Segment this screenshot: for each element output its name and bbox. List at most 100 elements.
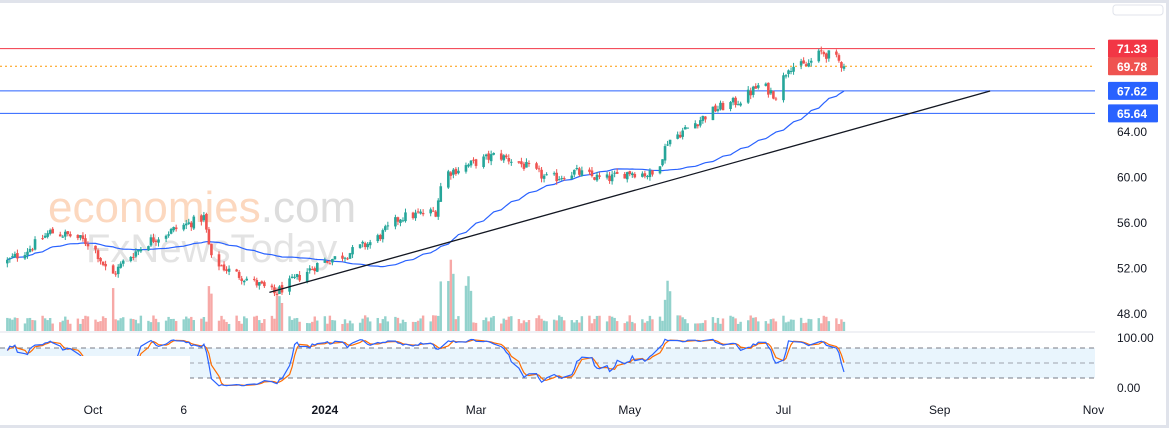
candle-body [305, 271, 309, 282]
candle-body [754, 86, 758, 89]
candle-body [399, 219, 402, 223]
candle-body [200, 215, 203, 222]
time-tick-label: Mar [466, 403, 487, 417]
trendline-line[interactable] [269, 90, 991, 294]
volume-bar [719, 323, 722, 331]
candle-body [661, 159, 664, 166]
volume-bar [623, 323, 626, 331]
candle-body [668, 139, 672, 145]
right-border [1166, 0, 1169, 428]
volume-bar [747, 320, 750, 331]
candle-body [242, 280, 246, 283]
candle-body [825, 53, 828, 59]
volume-bar [253, 316, 256, 331]
candle-body [643, 173, 647, 177]
volume-bar [699, 323, 702, 331]
volume-bar [237, 321, 241, 331]
time-axis[interactable]: Oct 6 2024 Mar May Jul Sep Nov [84, 403, 1104, 417]
candle-body [381, 230, 385, 240]
candle-body [729, 102, 732, 110]
candle-body [784, 75, 788, 77]
volume-bar [346, 323, 349, 331]
price-tick-label: 60.00 [1117, 171, 1147, 185]
candle-body [588, 169, 591, 172]
candle-body [663, 146, 667, 161]
time-tick-label: 6 [180, 403, 187, 417]
volume-bar [361, 318, 364, 331]
candle-body [315, 262, 319, 272]
time-tick-label: Nov [1083, 403, 1104, 417]
horizontal-levels[interactable] [0, 48, 1095, 114]
candle-body [736, 104, 740, 106]
volume-bar [381, 319, 384, 331]
candle-body [590, 170, 594, 177]
volume-bar [328, 315, 332, 331]
volume-bar [46, 320, 49, 331]
candle-body [573, 169, 576, 175]
volume-bar [202, 317, 206, 331]
candle-body [202, 215, 206, 221]
volume-bar [820, 323, 823, 331]
trendline[interactable] [269, 90, 991, 294]
candle-body [472, 159, 475, 161]
candle-body [263, 282, 266, 287]
bottom-border [0, 425, 1169, 428]
candle-body [174, 227, 178, 230]
volume-bar [578, 322, 581, 331]
candle-body [658, 166, 662, 174]
volume-bar [646, 321, 649, 331]
candle-body [167, 234, 170, 236]
volume-bar [517, 319, 521, 331]
candle-body [366, 243, 369, 248]
candle-body [348, 253, 352, 259]
volume-bar [545, 321, 548, 331]
volume-bar [419, 318, 422, 331]
candles [6, 46, 846, 297]
axis-settings-button[interactable] [1112, 4, 1164, 16]
candle-body [540, 169, 543, 179]
volume-bar [792, 319, 795, 331]
candle-body [116, 266, 120, 275]
candle-body [641, 173, 644, 177]
volume-bar [721, 318, 725, 331]
candle-body [237, 271, 241, 278]
volume-bar [767, 323, 770, 331]
volume-bar [16, 318, 19, 331]
candle-body [414, 212, 417, 219]
volume-bar [447, 281, 450, 331]
candle-body [270, 285, 274, 288]
candle-body [575, 168, 579, 170]
candle-body [787, 70, 790, 75]
candle-body [499, 153, 503, 160]
volume-bar [684, 319, 687, 331]
candle-body [704, 116, 707, 120]
volume-bar [474, 322, 478, 331]
candle-body [555, 172, 558, 182]
candle-body [623, 173, 627, 179]
candle-body [608, 175, 611, 182]
volume-bar [6, 317, 9, 331]
volume-bar [439, 281, 442, 331]
volume-bar [351, 323, 354, 331]
price-axis[interactable]: 48.00 52.00 56.00 60.00 64.00 71.33 69.78 67.62… [1095, 3, 1166, 423]
candle-body [522, 163, 526, 169]
candle-body [802, 60, 805, 64]
volume-bar [739, 321, 742, 331]
volume-bar [182, 319, 185, 331]
volume-bar [573, 322, 576, 331]
candle-body [452, 169, 455, 175]
candle-body [535, 163, 538, 169]
volume-bar [341, 323, 344, 331]
candle-body [487, 153, 490, 160]
volume-bar [525, 322, 528, 331]
volume-bar [537, 315, 541, 331]
time-tick-label: Jul [776, 403, 791, 417]
candle-body [756, 85, 760, 88]
candle-body [489, 154, 493, 162]
volume-bar [437, 315, 440, 331]
candle-body [749, 90, 753, 96]
candle-body [822, 52, 826, 55]
candle-body [678, 134, 682, 138]
candle-body [842, 66, 846, 69]
